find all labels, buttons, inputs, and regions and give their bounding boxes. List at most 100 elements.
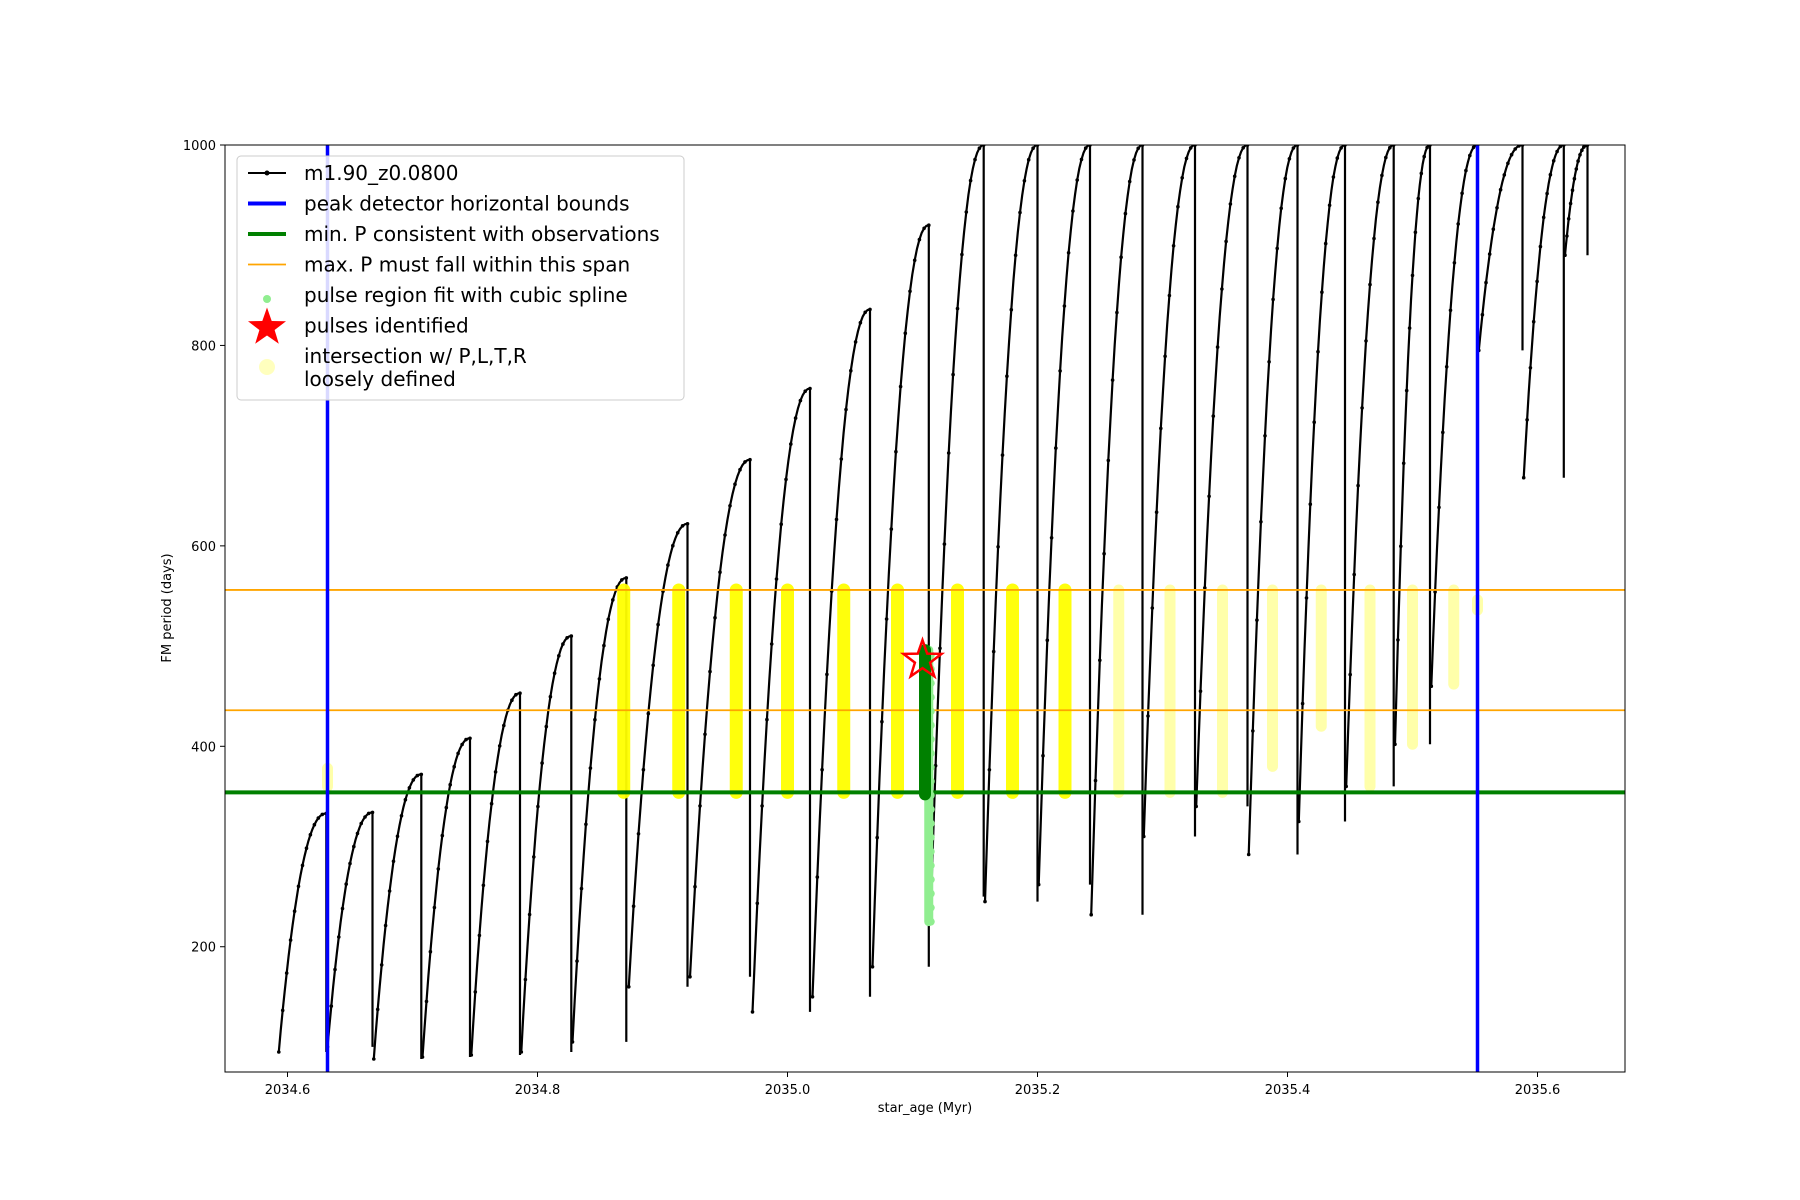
track-point [1110,378,1115,382]
track-point [1188,146,1193,150]
track-point [523,977,528,982]
track-point [651,663,655,668]
track-point [1154,510,1159,514]
track-point [1150,606,1155,610]
y-tick-label: 200 [191,941,216,956]
track-point [532,855,536,859]
track-point [1228,202,1233,206]
track-point [1251,729,1255,733]
track-point [964,210,969,214]
track-point [1267,360,1271,364]
spline-point [926,917,935,926]
y-tick-label: 800 [191,339,216,354]
track-point [312,822,317,827]
track-point [703,732,707,737]
track-point [1548,172,1553,177]
track-point [277,1050,281,1054]
track-point [1538,244,1543,249]
legend-label: pulses identified [304,314,469,338]
track-point [1036,882,1041,887]
track-point [1368,282,1372,287]
track-point [1456,222,1460,226]
track-point [1541,215,1546,220]
track-point [1401,461,1406,466]
track-point [383,923,388,928]
track-cycle [470,691,522,1056]
track-point [844,407,848,412]
track-point [411,778,416,782]
track-cycle [421,737,472,1058]
track-point [379,963,384,967]
track-point [1566,217,1571,221]
track-point [743,460,747,464]
track-point [1013,253,1018,258]
track-point [1468,153,1472,158]
track-point [1146,714,1150,718]
track-point [1498,187,1503,192]
track-point [1207,494,1211,499]
track-point [1388,145,1392,150]
y-tick-label: 400 [191,740,216,755]
track-cycle [688,458,752,977]
track-point [1115,310,1119,315]
track-point [1000,453,1005,457]
track-point [803,389,807,394]
track-point [688,975,692,979]
track-point [575,959,579,963]
x-axis-label: star_age (Myr) [878,1101,972,1116]
track-point [627,985,631,989]
track-point [1045,638,1050,642]
track-point [808,386,812,391]
track-point [473,990,478,994]
x-tick-label: 2035.6 [1515,1083,1561,1098]
track-point [631,904,636,908]
track-point [1506,161,1510,166]
track-point [693,884,697,889]
track-point [1580,148,1584,152]
track-point [769,642,774,646]
track-point [489,801,494,806]
y-tick-label: 600 [191,540,216,555]
track-point [666,563,670,567]
track-point [1487,252,1492,256]
track-point [1416,196,1421,201]
track-point [1246,852,1251,857]
track-point [1410,273,1415,278]
track-point [1194,804,1198,809]
track-point [1275,246,1279,251]
track-point [849,368,853,373]
track-point [784,477,788,482]
track-point [810,995,815,999]
track-point [680,524,685,528]
track-point [527,912,532,917]
track-point [1041,753,1045,758]
track-cycle [930,145,985,897]
spline-point [926,861,935,870]
legend-entry: pulse region fit with cubic spline [263,283,628,307]
track-point [675,531,680,535]
track-cycle [1247,145,1299,855]
track-cycle [1393,145,1432,745]
legend-label: min. P consistent with observations [304,222,660,246]
track-cycle [811,307,872,997]
track-point [1089,912,1093,917]
track-point [1316,349,1320,354]
track-point [698,804,702,808]
track-point [1425,145,1429,150]
track-point [922,226,926,231]
track-point [569,634,574,638]
track-point [917,237,922,242]
track-point [1224,239,1228,244]
track-point [1308,502,1313,507]
track-point [1437,505,1441,510]
track-point [960,252,964,257]
x-tick-label: 2035.4 [1265,1083,1311,1098]
track-point [1563,253,1567,257]
legend-entry: pulses identified [248,307,469,344]
track-point [1297,819,1301,824]
track-point [946,451,951,455]
track-point [1352,572,1356,577]
y-axis-ticks: 200 400 600 800 1000 [183,139,225,956]
track-point [987,768,992,772]
